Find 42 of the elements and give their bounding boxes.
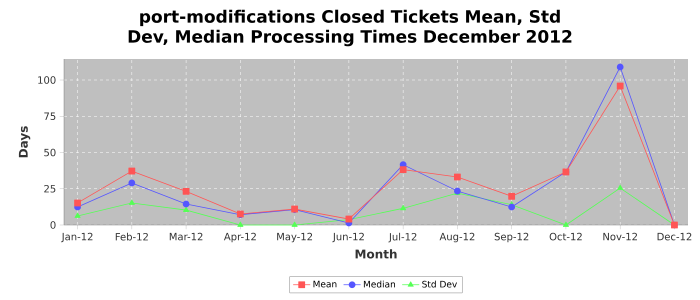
point: [400, 204, 406, 210]
point: [616, 82, 624, 90]
point: [128, 200, 135, 205]
point: [508, 204, 516, 210]
x-tick-label: Mar-12: [170, 232, 202, 240]
x-tick-label: Nov-12: [603, 232, 637, 240]
point: [74, 200, 81, 206]
point: [183, 206, 190, 212]
x-tick-label: Dec-12: [658, 232, 692, 240]
y-tick-label: 100: [38, 76, 56, 84]
point: [454, 174, 461, 180]
point: [400, 166, 407, 174]
legend-label: Median: [364, 280, 396, 288]
x-tick-label: Oct-12: [550, 232, 582, 240]
x-tick-label: Apr-12: [224, 232, 256, 242]
y-tick-label: 0: [50, 221, 56, 229]
legend-label: Mean: [314, 280, 336, 288]
point: [616, 64, 624, 70]
legend-label: Std Dev: [422, 280, 457, 288]
point: [617, 184, 624, 190]
x-tick-label: Jul-12: [388, 232, 416, 242]
point: [562, 222, 569, 227]
x-tick-label: Jan-12: [61, 232, 92, 242]
point: [182, 200, 190, 208]
point: [74, 212, 81, 218]
point: [128, 180, 136, 186]
point: [128, 168, 136, 174]
y-tick-label: 50: [44, 148, 56, 156]
x-tick-label: Sep-12: [494, 232, 528, 242]
x-tick-label: May-12: [277, 232, 312, 242]
x-tick-label: Feb-12: [116, 232, 148, 241]
chart-title: port-modifications Closed Tickets Mean, Std Dev, Median Processing Times December 2012: [128, 10, 572, 46]
point: [237, 222, 244, 227]
y-tick-label: 25: [44, 184, 56, 193]
point: [292, 222, 298, 227]
y-tick-label: 75: [44, 112, 56, 120]
y-axis-title: Days: [18, 126, 30, 158]
point: [508, 192, 516, 200]
x-tick-label: Jun-12: [332, 232, 364, 242]
point: [182, 188, 190, 195]
x-axis-title: Month: [356, 249, 397, 259]
x-tick-label: Aug-12: [440, 232, 474, 242]
